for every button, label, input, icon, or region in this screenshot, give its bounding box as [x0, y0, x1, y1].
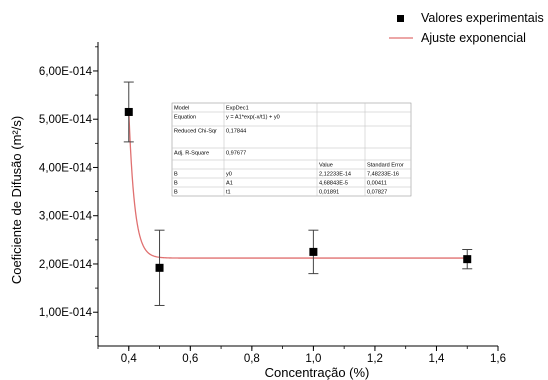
table-cell: 2,12233E-14	[319, 172, 351, 178]
axes: 0,4 0,6 0,8 1,0 1,2 1,4 1,6 1,00E-014 2,00E-014 3…	[39, 42, 506, 365]
legend-label-fit: Ajuste exponencial	[421, 31, 526, 45]
legend-label-experimental: Valores experimentais	[421, 11, 544, 25]
x-tick-label: 1,2	[367, 353, 383, 365]
x-tick-label: 1,0	[305, 353, 321, 365]
x-axis-title: Concentração (%)	[265, 365, 370, 380]
table-cell: y0	[226, 172, 232, 178]
table-cell: B	[174, 181, 178, 187]
table-cell: 0,00411	[367, 181, 387, 187]
x-tick-label: 0,6	[182, 353, 198, 365]
x-tick-label: 1,4	[428, 353, 445, 365]
data-point	[155, 263, 164, 272]
table-cell: ExpDec1	[226, 106, 249, 112]
table-cell: Equation	[174, 115, 196, 121]
y-tick-label: 5,00E-014	[39, 114, 93, 126]
table-cell: B	[174, 190, 178, 196]
table-cell: 0,07827	[367, 190, 387, 196]
fit-curve-layer	[128, 110, 468, 259]
legend: Valores experimentais Ajuste exponencial	[389, 11, 544, 45]
data-point	[463, 255, 472, 264]
table-cell: Adj. R-Square	[174, 151, 209, 157]
y-tick-label: 1,00E-014	[39, 307, 93, 319]
table-cell: 7,48233E-16	[367, 172, 399, 178]
data-points-layer	[123, 81, 473, 306]
x-tick-label: 0,4	[121, 353, 138, 365]
table-cell: 4,68843E-5	[319, 181, 348, 187]
fit-parameters-table: Model ExpDec1 Equation y = A1*exp(-x/t1) + …	[171, 102, 412, 197]
data-point	[309, 247, 318, 256]
legend-marker-experimental	[397, 15, 404, 22]
table-cell: 0,97677	[226, 151, 246, 157]
y-axis-title: Coeficiente de Difusão (m²/s)	[9, 116, 24, 284]
y-tick-label: 2,00E-014	[39, 259, 93, 271]
table-cell: Reduced Chi-Sqr	[174, 129, 217, 135]
y-tick-label: 4,00E-014	[39, 162, 93, 174]
table-cell: A1	[226, 181, 233, 187]
table-cell: B	[174, 172, 178, 178]
y-tick-label: 3,00E-014	[39, 211, 93, 223]
table-frame	[171, 102, 412, 197]
table-cell: Value	[319, 163, 333, 169]
table-cell: 0,01891	[319, 190, 339, 196]
table-cell: Model	[174, 106, 189, 112]
x-tick-label: 0,8	[244, 353, 260, 365]
fit-curve-line	[128, 110, 468, 259]
data-point	[124, 107, 133, 116]
table-cell: t1	[226, 190, 231, 196]
table-cell: 0,17844	[226, 129, 246, 135]
table-cell: y = A1*exp(-x/t1) + y0	[226, 115, 280, 121]
table-cell: Standard Error	[367, 163, 404, 169]
x-tick-label: 1,6	[490, 353, 506, 365]
y-tick-label: 6,00E-014	[39, 66, 93, 78]
